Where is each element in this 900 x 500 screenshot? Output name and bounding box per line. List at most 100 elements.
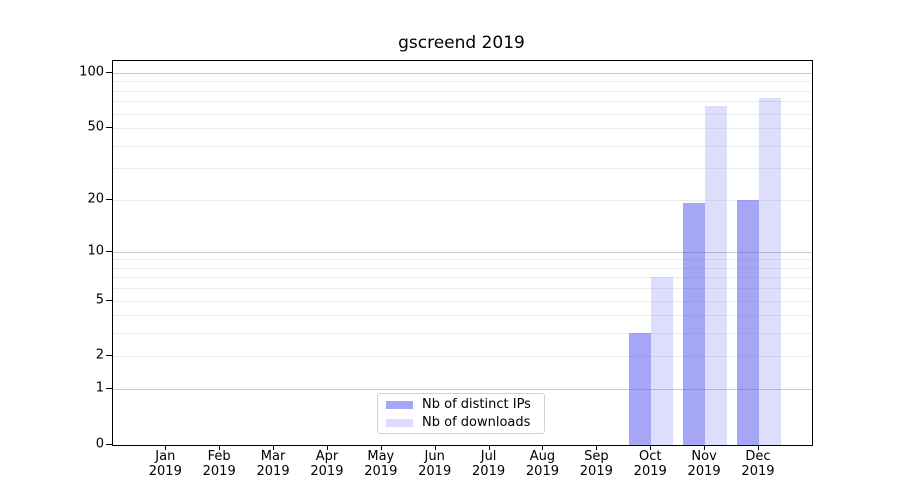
x-axis-tick-label: Oct 2019 <box>622 449 678 479</box>
y-axis-tick-label: 20 <box>87 191 104 206</box>
x-axis-tick <box>488 445 490 450</box>
x-label-year: 2019 <box>148 464 182 479</box>
x-label-month: Jul <box>480 449 497 464</box>
y-axis-tick <box>106 126 112 128</box>
x-label-month: Jun <box>424 449 445 464</box>
chart-title: gscreend 2019 <box>398 33 525 53</box>
minor-gridline <box>113 315 812 317</box>
x-axis-tick-label: May 2019 <box>353 449 409 479</box>
x-axis-tick-label: Aug 2019 <box>514 449 570 479</box>
minor-gridline <box>113 199 812 201</box>
minor-gridline <box>113 145 812 147</box>
y-axis-tick-label: 0 <box>95 436 104 452</box>
x-axis-tick-label: Jun 2019 <box>407 449 463 479</box>
y-axis-tick-label: 10 <box>87 243 104 259</box>
x-label-month: Oct <box>638 449 662 464</box>
bar <box>758 97 781 445</box>
x-axis-tick-label: Sep 2019 <box>568 449 624 479</box>
x-axis-tick <box>380 445 382 450</box>
x-axis-tick <box>434 445 436 450</box>
x-label-year: 2019 <box>579 464 613 479</box>
bar <box>705 105 727 445</box>
x-label-year: 2019 <box>418 464 452 479</box>
x-label-month: Apr <box>315 449 339 464</box>
y-axis-tick-label: 5 <box>95 292 104 308</box>
minor-gridline <box>113 81 812 83</box>
x-label-month: Dec <box>745 449 771 464</box>
minor-gridline <box>113 101 812 103</box>
legend-item: Nb of downloads <box>386 415 536 430</box>
x-axis-tick <box>757 445 759 450</box>
plot-area <box>112 60 813 446</box>
bars-layer <box>113 61 812 445</box>
x-label-month: May <box>367 449 395 464</box>
x-label-year: 2019 <box>741 464 775 479</box>
y-axis-tick <box>106 388 112 390</box>
x-axis-tick <box>542 445 544 450</box>
legend-swatch <box>386 418 413 427</box>
x-label-year: 2019 <box>202 464 236 479</box>
minor-gridline <box>113 300 812 302</box>
legend-label: Nb of downloads <box>422 415 531 430</box>
x-label-month: Feb <box>207 449 231 464</box>
legend: Nb of distinct IPs Nb of downloads <box>377 393 545 434</box>
y-axis-tick <box>106 71 112 73</box>
minor-gridline <box>113 127 812 129</box>
minor-gridline <box>113 288 812 290</box>
y-axis-tick <box>106 444 112 445</box>
legend-swatch <box>386 400 413 409</box>
minor-gridline <box>113 259 812 261</box>
bar <box>737 199 759 445</box>
x-axis-tick-label: Dec 2019 <box>730 449 786 479</box>
x-axis-tick <box>704 445 706 450</box>
x-axis-tick <box>596 445 598 450</box>
y-axis-tick-label: 100 <box>79 64 104 80</box>
minor-gridline <box>113 356 812 358</box>
x-axis-tick-label: Mar 2019 <box>245 449 301 479</box>
x-label-year: 2019 <box>364 464 398 479</box>
minor-gridline <box>113 277 812 279</box>
bar <box>629 333 652 445</box>
x-label-year: 2019 <box>310 464 344 479</box>
x-axis-tick-label: Feb 2019 <box>191 449 247 479</box>
minor-gridline <box>113 168 812 170</box>
bar <box>651 277 674 445</box>
x-label-year: 2019 <box>256 464 290 479</box>
x-axis-tick <box>219 445 221 450</box>
x-axis-tick-label: Apr 2019 <box>299 449 355 479</box>
major-gridline <box>113 251 812 253</box>
x-label-year: 2019 <box>472 464 506 479</box>
x-axis-tick <box>650 445 652 450</box>
x-label-month: Jan <box>155 449 176 464</box>
bar <box>683 203 706 445</box>
minor-gridline <box>113 113 812 115</box>
x-axis-tick <box>326 445 328 450</box>
x-axis-tick-label: Nov 2019 <box>676 449 732 479</box>
x-label-month: Sep <box>584 449 609 464</box>
y-axis-tick <box>106 250 112 252</box>
minor-gridline <box>113 333 812 335</box>
x-label-month: Aug <box>529 449 556 464</box>
minor-gridline <box>113 90 812 92</box>
legend-label: Nb of distinct IPs <box>422 397 531 412</box>
x-axis-tick-label: Jan 2019 <box>137 449 193 479</box>
legend-item: Nb of distinct IPs <box>386 397 536 412</box>
y-axis-tick <box>106 299 112 301</box>
x-label-month: Mar <box>260 449 286 464</box>
x-label-month: Nov <box>691 449 717 464</box>
major-gridline <box>113 72 812 74</box>
y-axis-tick-label: 2 <box>95 347 104 363</box>
y-axis-tick <box>106 355 112 357</box>
minor-gridline <box>113 267 812 269</box>
x-label-year: 2019 <box>633 464 667 479</box>
x-label-year: 2019 <box>687 464 721 479</box>
gridlines-layer <box>113 61 812 445</box>
y-axis-tick-label: 1 <box>95 380 104 396</box>
x-axis-tick <box>165 445 167 450</box>
x-label-year: 2019 <box>525 464 559 479</box>
y-axis-tick <box>106 198 112 200</box>
y-axis-tick-label: 50 <box>87 119 104 135</box>
x-axis-tick-label: Jul 2019 <box>461 449 517 479</box>
x-axis-tick <box>273 445 275 450</box>
major-gridline <box>113 389 812 391</box>
